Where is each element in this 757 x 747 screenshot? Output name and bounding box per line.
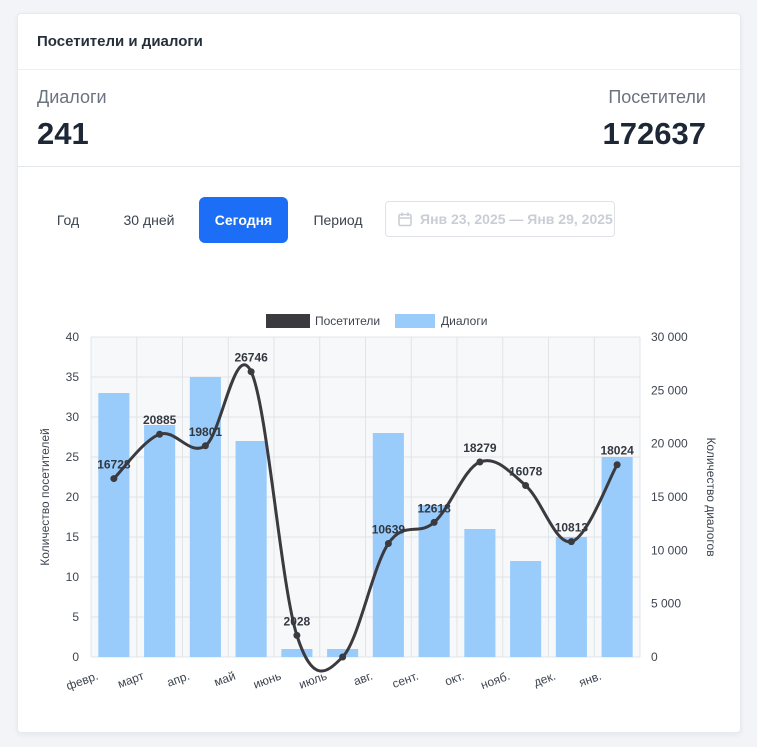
dialogs-label: Диалоги — [37, 87, 107, 107]
visitors-label: Посетители — [608, 87, 706, 107]
point-visitors — [201, 442, 209, 450]
x-tick-label: апр. — [165, 669, 192, 690]
y-left-tick-label: 35 — [66, 370, 80, 384]
legend-label-visitors: Посетители — [315, 314, 380, 328]
y-left-tick-label: 5 — [72, 610, 79, 624]
dialogs-value: 241 — [37, 116, 89, 151]
data-label-visitors: 10639 — [372, 523, 406, 537]
point-visitors — [613, 461, 621, 469]
y-right-tick-label: 30 000 — [651, 330, 688, 344]
y-right-tick-label: 5 000 — [651, 597, 681, 611]
x-tick-label: июль — [297, 669, 329, 692]
y-left-tick-label: 10 — [66, 570, 80, 584]
legend-swatch-visitors — [266, 314, 310, 328]
bar-dialogs — [601, 457, 633, 657]
legend-label-dialogs: Диалоги — [441, 314, 487, 328]
card-header: Посетители и диалоги — [18, 14, 740, 70]
period-filters: Год 30 дней Сегодня Период Янв 23, 2025 … — [18, 197, 740, 245]
bar-dialogs — [144, 425, 176, 657]
data-label-visitors: 16078 — [509, 465, 543, 479]
legend-swatch-dialogs — [395, 314, 435, 328]
data-label-visitors: 2028 — [284, 614, 311, 628]
x-tick-label: сент. — [390, 669, 420, 691]
bar-dialogs — [189, 377, 221, 657]
data-label-visitors: 12618 — [417, 501, 451, 515]
point-visitors — [384, 540, 392, 548]
x-tick-label: май — [212, 669, 237, 690]
filter-year-button[interactable]: Год — [56, 212, 80, 228]
y-left-tick-label: 30 — [66, 410, 80, 424]
bar-dialogs — [510, 561, 542, 657]
point-visitors — [339, 653, 347, 661]
x-tick-label: янв. — [577, 669, 603, 690]
y-left-axis-title: Количество посетителей — [38, 428, 52, 565]
bar-dialogs — [418, 505, 450, 657]
combo-chart: 0 5 10 15 20 25 30 35 40 0 5 000 10 000 15 000 20 000… — [38, 314, 718, 693]
y-left-tick-label: 20 — [66, 490, 80, 504]
data-label-visitors: 16728 — [97, 458, 131, 472]
data-label-visitors: 18279 — [463, 441, 497, 455]
point-visitors — [156, 430, 164, 438]
bar-dialogs — [464, 529, 496, 657]
y-left-tick-label: 25 — [66, 450, 80, 464]
point-visitors — [430, 518, 438, 526]
point-visitors — [567, 538, 575, 546]
filter-30-days-button[interactable]: 30 дней — [123, 212, 175, 228]
data-label-visitors: 18024 — [600, 444, 634, 458]
stats-summary: Диалоги 241 Посетители 172637 — [18, 70, 740, 167]
calendar-icon — [398, 212, 412, 226]
visitors-value: 172637 — [602, 116, 706, 151]
point-visitors — [476, 458, 484, 466]
y-right-tick-label: 15 000 — [651, 490, 688, 504]
filter-today-button[interactable]: Сегодня — [199, 197, 288, 243]
data-label-visitors: 26746 — [234, 351, 268, 365]
x-tick-label: март — [116, 668, 146, 691]
visitors-dialogs-card: Посетители и диалоги Диалоги 241 Посетит… — [17, 13, 741, 733]
y-left-tick-label: 40 — [66, 330, 80, 344]
x-tick-label: нояб. — [479, 669, 512, 692]
data-label-visitors: 20885 — [143, 413, 177, 427]
x-tick-label: дек. — [532, 669, 558, 690]
data-label-visitors: 10813 — [555, 521, 589, 535]
bar-dialogs — [98, 393, 130, 657]
y-right-axis-title: Количество диалогов — [704, 437, 718, 556]
point-visitors — [293, 631, 301, 639]
y-right-tick-label: 10 000 — [651, 543, 688, 557]
x-tick-label: июнь — [251, 669, 283, 692]
date-range-input[interactable]: Янв 23, 2025 — Янв 29, 2025 — [385, 201, 615, 237]
x-tick-label: авг. — [352, 669, 375, 689]
data-label-visitors: 19801 — [189, 425, 223, 439]
x-tick-label: окт. — [443, 669, 466, 689]
bar-dialogs — [327, 649, 359, 657]
date-range-value: Янв 23, 2025 — Янв 29, 2025 — [420, 211, 613, 227]
bar-dialogs — [281, 649, 313, 657]
point-visitors — [247, 368, 255, 376]
y-right-tick-label: 0 — [651, 650, 658, 664]
y-left-tick-label: 15 — [66, 530, 80, 544]
point-visitors — [110, 475, 118, 483]
y-right-tick-label: 20 000 — [651, 437, 688, 451]
y-right-tick-label: 25 000 — [651, 383, 688, 397]
bar-dialogs — [235, 441, 267, 657]
y-left-tick-label: 0 — [72, 650, 79, 664]
filter-period-button[interactable]: Период — [313, 212, 363, 228]
card-title: Посетители и диалоги — [37, 33, 203, 50]
x-tick-label: февр. — [64, 669, 100, 693]
bar-dialogs — [555, 537, 587, 657]
point-visitors — [522, 482, 530, 490]
